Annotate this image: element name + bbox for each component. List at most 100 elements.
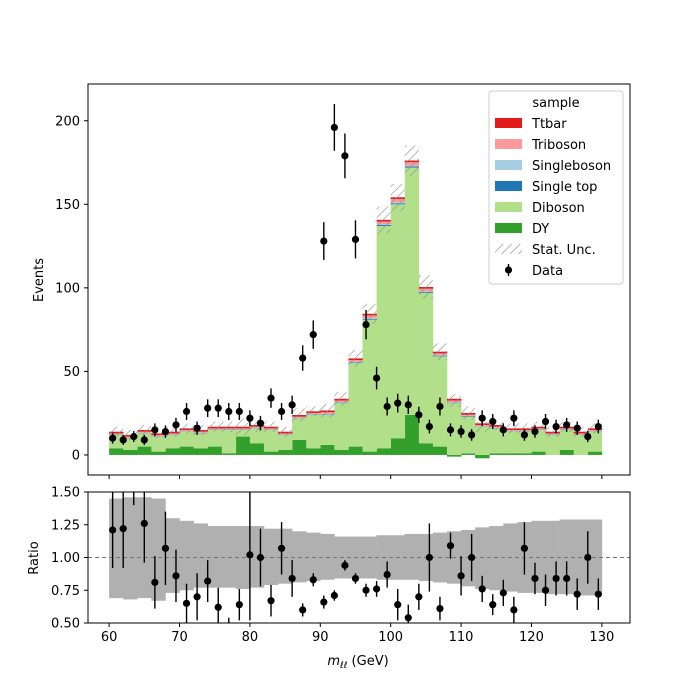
x-tick-label: 100 — [378, 630, 403, 645]
stat-unc-bin — [517, 423, 532, 434]
stat-unc-bin — [165, 426, 180, 437]
data-point — [161, 427, 170, 436]
main-panel: 0 50 100 150 200 Events — [32, 83, 631, 479]
data-point — [182, 407, 191, 416]
main-y-tick-label: 0 — [72, 448, 80, 463]
bar-diboson — [348, 363, 363, 447]
stat-unc-bin — [573, 426, 588, 437]
ratio-point — [489, 601, 497, 609]
ratio-band-bin — [292, 531, 307, 583]
bar-diboson — [151, 436, 166, 452]
stat-unc-bin — [193, 425, 208, 436]
ratio-band-bin — [179, 520, 194, 591]
series-dy — [109, 414, 603, 459]
bar-diboson — [123, 438, 138, 450]
legend-entry-dy: DY — [495, 222, 549, 237]
bar-dy — [278, 449, 293, 455]
stat-unc-bin — [334, 392, 349, 406]
stat-unc-bin — [545, 426, 560, 437]
legend-entry-stat-unc: Stat. Unc. — [495, 243, 596, 258]
ratio-point — [204, 577, 212, 585]
data-point — [288, 401, 296, 409]
legend-entries: Ttbar Triboson Singleboson Single top Diboso… — [495, 117, 611, 279]
stat-unc-bin — [362, 303, 377, 324]
ratio-point — [320, 598, 328, 606]
legend-label: Singleboson — [532, 159, 611, 174]
legend-swatch — [495, 160, 522, 170]
stat-unc-bin — [292, 408, 307, 422]
ratio-point — [415, 593, 423, 601]
data-point — [109, 434, 117, 442]
main-y-axis-label: Events — [32, 258, 47, 302]
data-point — [172, 421, 180, 429]
bar-diboson — [390, 204, 406, 439]
legend[interactable]: sample Ttbar Triboson Singleboson Single to… — [488, 90, 624, 285]
ratio-band-bin — [193, 523, 208, 588]
bar-dy — [404, 414, 420, 455]
data-point — [425, 422, 433, 431]
ratio-point — [510, 606, 518, 614]
ratio-plot-area — [88, 492, 630, 641]
legend-swatch — [495, 223, 522, 233]
data-point — [246, 414, 254, 422]
ratio-point — [362, 586, 370, 594]
ratio-point — [573, 590, 581, 598]
data-point — [204, 404, 212, 412]
data-point — [404, 401, 412, 409]
ratio-point — [457, 572, 465, 580]
bar-dy — [207, 446, 223, 455]
bar-diboson — [362, 319, 377, 452]
bar-dy — [475, 454, 490, 459]
stat-unc-bin — [235, 418, 250, 436]
ratio-point — [119, 525, 127, 533]
data-point — [309, 331, 317, 339]
bar-diboson — [517, 431, 532, 454]
ratio-point — [172, 572, 180, 580]
bar-diboson — [207, 429, 223, 447]
ratio-band-bin — [263, 528, 279, 586]
ratio-point — [267, 597, 275, 605]
ratio-y-axis-label: Ratio — [27, 541, 42, 574]
ratio-point — [109, 526, 117, 534]
bar-diboson — [193, 433, 208, 449]
ratio-band-bin — [489, 526, 504, 591]
bar-dy — [390, 438, 406, 455]
ratio-point — [299, 606, 307, 614]
data-point — [436, 402, 444, 411]
ratio-point — [161, 544, 170, 552]
bar-dy — [348, 446, 363, 455]
ratio-point — [446, 542, 455, 550]
bar-diboson — [179, 431, 194, 447]
ratio-point — [225, 634, 232, 641]
bar-diboson — [306, 414, 321, 449]
ratio-point — [182, 599, 191, 607]
data-point — [594, 422, 602, 431]
data-point — [330, 123, 338, 132]
data-point — [531, 427, 539, 436]
data-point — [341, 152, 349, 160]
ratio-y-tick-label: 1.25 — [51, 518, 80, 533]
ratio-point — [235, 601, 243, 609]
data-point — [415, 411, 423, 419]
bar-dy — [193, 448, 208, 455]
ratio-point — [256, 553, 265, 562]
data-point — [489, 417, 497, 426]
stat-unc-bin — [418, 275, 433, 299]
stat-unc-bin — [404, 145, 419, 176]
bar-dy — [334, 449, 349, 455]
ratio-point — [288, 574, 296, 583]
data-point — [119, 436, 127, 444]
ratio-unc-band — [109, 497, 603, 601]
bar-diboson — [404, 167, 420, 415]
ratio-y-tick-label: 0.50 — [51, 617, 80, 632]
legend-swatch — [495, 139, 522, 149]
ratio-point — [541, 586, 550, 594]
stat-unc-bin — [503, 423, 518, 434]
x-tick-label: 80 — [242, 630, 259, 645]
stat-unc-bin — [475, 421, 490, 432]
stat-unc-bin — [348, 350, 363, 367]
bar-diboson — [263, 429, 279, 452]
data-point — [520, 431, 529, 439]
data-point — [510, 414, 518, 422]
legend-swatch-hatch — [495, 244, 522, 254]
